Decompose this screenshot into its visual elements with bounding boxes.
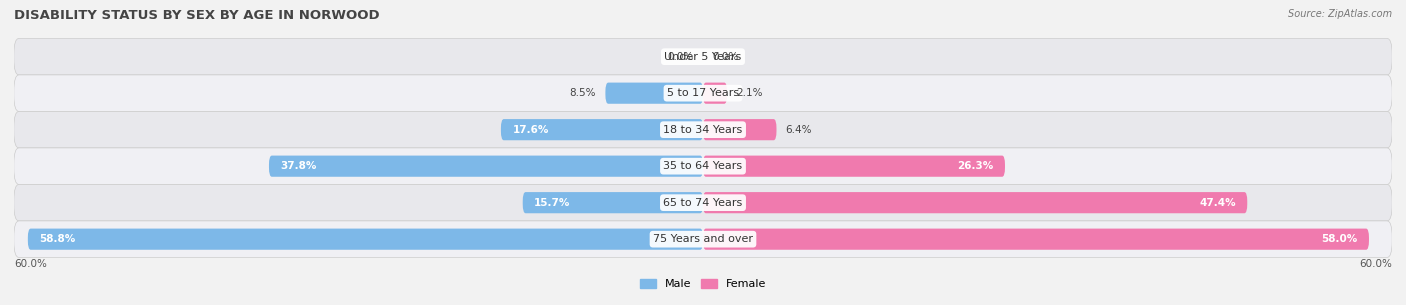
Text: 35 to 64 Years: 35 to 64 Years <box>664 161 742 171</box>
Text: 75 Years and over: 75 Years and over <box>652 234 754 244</box>
FancyBboxPatch shape <box>28 228 703 250</box>
Text: 60.0%: 60.0% <box>14 259 46 269</box>
Text: 47.4%: 47.4% <box>1199 198 1236 208</box>
Text: 5 to 17 Years: 5 to 17 Years <box>666 88 740 98</box>
Text: 65 to 74 Years: 65 to 74 Years <box>664 198 742 208</box>
Text: 17.6%: 17.6% <box>512 125 548 135</box>
Text: DISABILITY STATUS BY SEX BY AGE IN NORWOOD: DISABILITY STATUS BY SEX BY AGE IN NORWO… <box>14 9 380 22</box>
FancyBboxPatch shape <box>14 111 1392 148</box>
Legend: Male, Female: Male, Female <box>636 274 770 294</box>
FancyBboxPatch shape <box>523 192 703 213</box>
Text: 15.7%: 15.7% <box>534 198 571 208</box>
FancyBboxPatch shape <box>14 148 1392 185</box>
FancyBboxPatch shape <box>703 119 776 140</box>
FancyBboxPatch shape <box>703 83 727 104</box>
FancyBboxPatch shape <box>606 83 703 104</box>
Text: 2.1%: 2.1% <box>737 88 763 98</box>
FancyBboxPatch shape <box>14 75 1392 111</box>
Text: 0.0%: 0.0% <box>713 52 738 62</box>
Text: 60.0%: 60.0% <box>1360 259 1392 269</box>
Text: 26.3%: 26.3% <box>957 161 994 171</box>
Text: 58.8%: 58.8% <box>39 234 76 244</box>
Text: 58.0%: 58.0% <box>1322 234 1358 244</box>
FancyBboxPatch shape <box>14 185 1392 221</box>
FancyBboxPatch shape <box>703 228 1369 250</box>
Text: 0.0%: 0.0% <box>668 52 693 62</box>
FancyBboxPatch shape <box>14 221 1392 257</box>
FancyBboxPatch shape <box>703 156 1005 177</box>
Text: Source: ZipAtlas.com: Source: ZipAtlas.com <box>1288 9 1392 19</box>
FancyBboxPatch shape <box>269 156 703 177</box>
Text: 8.5%: 8.5% <box>569 88 596 98</box>
FancyBboxPatch shape <box>501 119 703 140</box>
FancyBboxPatch shape <box>14 38 1392 75</box>
Text: 6.4%: 6.4% <box>786 125 813 135</box>
Text: Under 5 Years: Under 5 Years <box>665 52 741 62</box>
Text: 18 to 34 Years: 18 to 34 Years <box>664 125 742 135</box>
Text: 37.8%: 37.8% <box>280 161 316 171</box>
FancyBboxPatch shape <box>703 192 1247 213</box>
